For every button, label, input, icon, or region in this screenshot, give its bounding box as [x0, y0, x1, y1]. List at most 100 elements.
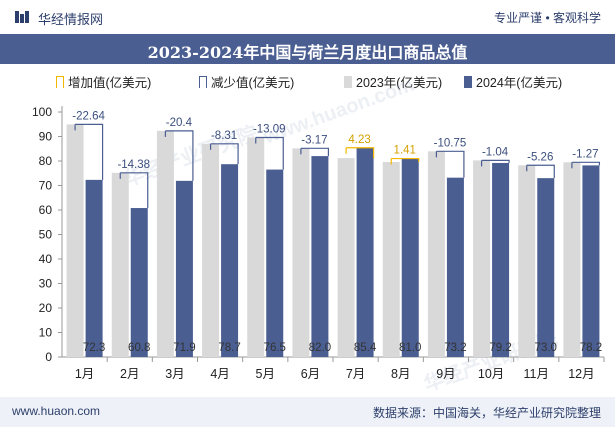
- bar-2024: [492, 162, 510, 357]
- change-data-label: 1.41: [394, 145, 416, 157]
- y-tick-label: 90: [39, 130, 53, 144]
- footer-bar: www.huaon.com 数据来源：中国海关，华经产业研究院整理: [0, 397, 615, 427]
- change-data-label: -3.17: [301, 134, 327, 146]
- decrease-marker: [210, 143, 239, 165]
- y-tick-label: 60: [39, 203, 53, 217]
- bar-2024: [356, 147, 374, 357]
- bar-2023: [202, 143, 220, 357]
- bar-2023: [563, 162, 581, 357]
- title-bar: 2023-2024年中国与荷兰月度出口商品总值: [0, 34, 615, 64]
- y-tick-label: 10: [39, 326, 53, 340]
- bar-2023: [473, 160, 491, 357]
- y-tick-label: 50: [39, 228, 53, 242]
- change-data-label: 4.23: [348, 134, 370, 146]
- value-2024-data-label: 60.8: [128, 342, 150, 354]
- legend-label-increase: 增加值(亿美元): [68, 76, 152, 90]
- x-tick-label: 12月: [568, 367, 594, 381]
- legend-swatch-decrease: [199, 75, 207, 88]
- bar-2024: [311, 156, 329, 357]
- decrease-marker: [300, 147, 330, 157]
- x-tick-label: 1月: [75, 367, 94, 381]
- value-2024-data-label: 81.0: [399, 342, 421, 354]
- brand-logo-icon: [15, 11, 29, 23]
- bar-2024: [85, 179, 103, 357]
- x-tick-label: 8月: [391, 367, 410, 381]
- bar-2023: [382, 162, 400, 357]
- decrease-marker: [165, 130, 194, 181]
- brand-tagline: 专业严谨 • 客观科学: [494, 11, 601, 25]
- bar-2024: [130, 208, 148, 357]
- value-2024-data-label: 85.4: [354, 342, 377, 354]
- decrease-marker: [481, 159, 510, 163]
- value-2024-data-label: 73.2: [444, 342, 466, 354]
- increase-marker: [391, 157, 420, 163]
- value-2024-data-label: 78.7: [218, 342, 240, 354]
- bar-2023: [247, 137, 265, 357]
- bar-2024: [446, 177, 464, 357]
- bar-2024: [266, 169, 284, 357]
- legend-item-2024: 2024年(亿美元): [464, 72, 562, 91]
- legend-label-2024: 2024年(亿美元): [476, 76, 563, 90]
- bar-2024: [401, 158, 419, 357]
- change-data-label: -5.26: [527, 151, 553, 163]
- bar-2023: [292, 148, 310, 357]
- legend-swatch-increase: [56, 75, 64, 88]
- x-tick-label: 10月: [478, 367, 504, 381]
- x-tick-label: 4月: [210, 367, 229, 381]
- value-2024-data-label: 82.0: [309, 342, 331, 354]
- bar-2023: [66, 124, 84, 357]
- decrease-marker: [571, 161, 601, 166]
- increase-marker: [346, 147, 375, 159]
- x-tick-label: 2月: [120, 367, 139, 381]
- change-data-label: -1.04: [482, 146, 509, 158]
- y-tick-label: 30: [39, 277, 53, 291]
- legend-item-decrease: 减少值(亿美元): [199, 72, 294, 91]
- change-data-label: -14.38: [117, 159, 150, 171]
- value-2024-data-label: 73.0: [535, 342, 557, 354]
- bar-2023: [337, 158, 355, 357]
- bar-2023: [156, 130, 174, 357]
- decrease-marker: [75, 123, 104, 180]
- chart-title: 2023-2024年中国与荷兰月度出口商品总值: [147, 43, 468, 62]
- top-bar: 华经情报网 专业严谨 • 客观科学: [0, 0, 615, 34]
- x-tick-label: 11月: [524, 367, 549, 381]
- bar-2024: [582, 165, 600, 357]
- change-data-label: -20.4: [166, 117, 193, 129]
- x-tick-label: 9月: [436, 367, 455, 381]
- y-tick-label: 40: [39, 252, 53, 266]
- change-data-label: -8.31: [211, 130, 237, 142]
- y-tick-label: 20: [39, 301, 53, 315]
- brand-name: 华经情报网: [38, 12, 104, 27]
- change-data-label: -22.64: [72, 110, 105, 122]
- value-2024-data-label: 76.5: [264, 342, 286, 354]
- legend-swatch-2024: [464, 75, 472, 88]
- legend-item-2023: 2023年(亿美元): [344, 72, 442, 91]
- bar-2023: [111, 172, 129, 357]
- legend-swatch-2023: [344, 75, 352, 88]
- legend-item-increase: 增加值(亿美元): [56, 72, 151, 91]
- y-tick-label: 100: [32, 105, 52, 119]
- chart-legend: 增加值(亿美元) 减少值(亿美元) 2023年(亿美元) 2024年(亿美元): [36, 72, 606, 92]
- bar-2024: [537, 178, 555, 357]
- change-data-label: -1.27: [572, 148, 598, 160]
- y-tick-label: 80: [39, 154, 53, 168]
- bar-2023: [427, 151, 445, 357]
- legend-label-decrease: 减少值(亿美元): [211, 76, 295, 90]
- x-tick-label: 3月: [165, 367, 184, 381]
- decrease-marker: [436, 150, 465, 178]
- change-data-label: -13.09: [253, 124, 286, 136]
- bar-2024: [221, 164, 239, 357]
- footer-url: www.huaon.com: [12, 404, 101, 418]
- decrease-marker: [526, 164, 555, 179]
- y-tick-label: 70: [39, 179, 53, 193]
- x-tick-label: 7月: [346, 367, 365, 381]
- bar-2024: [175, 180, 193, 357]
- change-data-label: -10.75: [434, 137, 467, 149]
- bar-2023: [518, 165, 536, 357]
- x-tick-label: 6月: [301, 367, 320, 381]
- decrease-marker: [120, 172, 149, 209]
- footer-source: 数据来源：中国海关，华经产业研究院整理: [372, 406, 601, 420]
- legend-label-2023: 2023年(亿美元): [356, 76, 443, 90]
- decrease-marker: [255, 136, 284, 170]
